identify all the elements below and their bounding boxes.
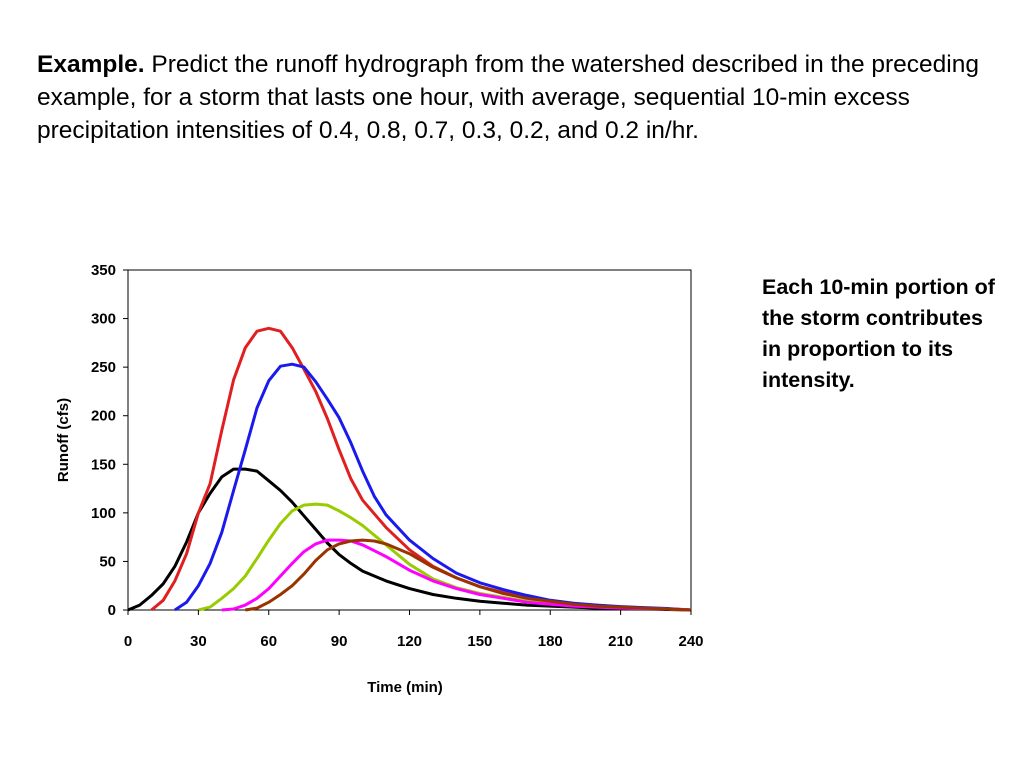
x-tick-label: 90 [331,633,348,650]
axis-layer: 0 30 60 90 120 150 180 210 240 0 50 100 150 200 250 300… [91,262,704,650]
y-tick-label: 300 [91,311,116,328]
x-tick-label: 30 [190,633,207,650]
side-note: Each 10-min portion of the storm contrib… [762,275,995,392]
x-tick-label: 180 [538,633,563,650]
intro-paragraph: Example. Predict the runoff hydrograph f… [37,48,987,147]
series-layer [127,326,692,612]
x-tick-label: 210 [608,633,633,650]
x-tick-label: 240 [678,633,703,650]
x-tick-label: 60 [260,633,277,650]
x-tick-label: 150 [467,633,492,650]
y-tick-label: 50 [99,553,116,570]
y-tick-label: 150 [91,456,116,473]
y-tick-label: 350 [91,262,116,279]
y-tick-label: 200 [91,408,116,425]
intro-bold-lead: Example. [37,51,145,78]
x-axis-title: Time (min) [367,679,443,696]
x-tick-label: 0 [124,633,132,650]
y-tick-label: 250 [91,359,116,376]
y-axis-title: Runoff (cfs) [55,398,72,482]
y-tick-label: 100 [91,505,116,522]
intro-text: Predict the runoff hydrograph from the w… [37,51,979,144]
y-tick-label: 0 [108,602,116,619]
series-line-6 [245,538,692,612]
x-tick-label: 120 [397,633,422,650]
